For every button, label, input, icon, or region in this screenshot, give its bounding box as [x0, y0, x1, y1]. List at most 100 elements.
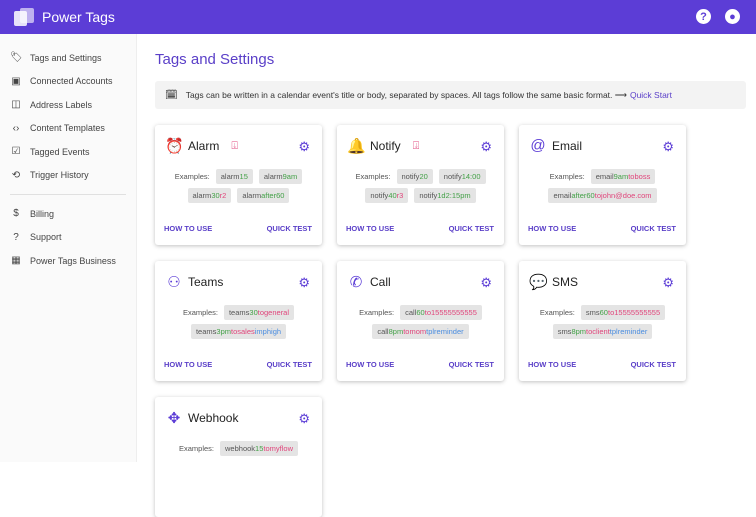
tag-segment: to15555555555 [424, 308, 477, 317]
how-to-use-button[interactable]: HOW TO USE [528, 360, 577, 369]
example-tag[interactable]: alarmafter60 [237, 188, 290, 203]
sidebar-item-label: Tags and Settings [30, 52, 102, 63]
sidebar-item-address-labels[interactable]: ◫ Address Labels [0, 93, 136, 117]
card-name: Notify [370, 139, 401, 153]
tag-segment: tomyflow [263, 444, 293, 453]
sidebar-item-content-templates[interactable]: ‹› Content Templates [0, 117, 136, 141]
how-to-use-button[interactable]: HOW TO USE [164, 224, 213, 233]
example-tag[interactable]: emailafter60tojohn@doe.com [548, 188, 657, 203]
card-title: ⚇ Teams [165, 273, 223, 291]
tag-segment: 1d2:15pm [437, 191, 471, 200]
gear-icon[interactable]: ⚙ [298, 275, 310, 290]
tag-segment: notify [401, 172, 420, 181]
card-name: Teams [188, 275, 224, 289]
how-to-use-button[interactable]: HOW TO USE [346, 224, 395, 233]
example-tag[interactable]: sms60to15555555555 [580, 305, 666, 320]
gear-icon[interactable]: ⚙ [480, 275, 492, 290]
quick-test-button[interactable]: QUICK TEST [266, 360, 312, 369]
tag-segment: imphigh [254, 327, 282, 336]
help-circle-icon[interactable]: ? [696, 9, 711, 24]
tag-segment: 30 [249, 308, 258, 317]
gear-icon[interactable]: ⚙ [662, 139, 674, 154]
example-tag[interactable]: alarm9am [258, 169, 303, 184]
device-download-icon[interactable]: ⍗ [231, 139, 238, 152]
tag-segment: togeneral [257, 308, 290, 317]
sidebar-item-connected-accounts[interactable]: ▣ Connected Accounts [0, 70, 136, 94]
sidebar-item-support[interactable]: ? Support [0, 226, 136, 250]
example-tag[interactable]: teams3pmtosalesimphigh [190, 324, 287, 339]
quick-test-button[interactable]: QUICK TEST [448, 360, 494, 369]
tag-segment: 40 [388, 191, 397, 200]
device-download-icon[interactable]: ⍗ [412, 139, 420, 152]
tag-segment: notify [370, 191, 389, 200]
gear-icon[interactable]: ⚙ [298, 411, 310, 426]
card-title: ✆ Call [347, 273, 391, 291]
account-circle-icon[interactable]: ● [725, 9, 740, 24]
example-tag[interactable]: notify1d2:15pm [414, 188, 476, 203]
tag-segment: 3pm [216, 327, 231, 336]
example-tag[interactable]: notify40r3 [365, 188, 409, 203]
sidebar-item-power-tags-business[interactable]: ▦ Power Tags Business [0, 249, 136, 273]
gear-icon[interactable]: ⚙ [298, 139, 310, 154]
example-tag[interactable]: notify20 [396, 169, 433, 184]
tag-segment: alarm [220, 172, 240, 181]
tag-segment: 8pm [571, 327, 587, 336]
quick-test-button[interactable]: QUICK TEST [630, 224, 676, 233]
quick-test-button[interactable]: QUICK TEST [266, 224, 312, 233]
tag-segment: 9am [613, 172, 629, 181]
card-title: 💬 SMS [529, 273, 578, 291]
webhook-icon: ✥ [167, 410, 181, 427]
how-to-use-button[interactable]: HOW TO USE [528, 224, 577, 233]
sidebar-item-trigger-history[interactable]: ⟲ Trigger History [0, 164, 136, 188]
quick-test-button[interactable]: QUICK TEST [630, 360, 676, 369]
dollar-icon: $ [13, 208, 19, 220]
main-content: Tags and Settings 🗓 Tags can be written … [155, 34, 756, 517]
label-icon: 🏷 [10, 52, 23, 64]
how-to-use-button[interactable]: HOW TO USE [164, 360, 213, 369]
sidebar-item-tags-and-settings[interactable]: 🏷 Tags and Settings [0, 46, 136, 70]
how-to-use-button[interactable]: HOW TO USE [346, 360, 395, 369]
sidebar-item-tagged-events[interactable]: ☑ Tagged Events [0, 140, 136, 164]
sidebar-item-billing[interactable]: $ Billing [0, 202, 136, 226]
quick-test-button[interactable]: QUICK TEST [448, 224, 494, 233]
example-tag[interactable]: alarm15 [215, 169, 253, 184]
card-teams: ⚇ Teams ⚙ Examples: teams30togeneral teams3pm… [155, 261, 322, 381]
phone-call-icon: ✆ [349, 274, 363, 291]
gear-icon[interactable]: ⚙ [480, 139, 492, 154]
sidebar-item-label: Support [30, 232, 62, 243]
example-tag[interactable]: call8pmtomomtplreminder [372, 324, 469, 339]
tag-segment: 20 [419, 172, 428, 181]
example-tag[interactable]: email9amtoboss [590, 169, 656, 184]
example-tag[interactable]: webhook15tomyflow [220, 441, 298, 456]
teams-icon: ⚇ [167, 274, 181, 291]
examples: Examples: call60to15555555555 call8pmtomom… [343, 305, 498, 339]
card-name: Email [552, 138, 583, 153]
example-tag[interactable]: alarm30r2 [187, 188, 232, 203]
tag-segment: tomom [403, 327, 427, 336]
info-banner: 🗓 Tags can be written in a calendar even… [155, 81, 746, 109]
card-email: @ Email ⚙ Examples: email9amtoboss emailafter… [519, 125, 686, 245]
sidebar-item-label: Tagged Events [30, 146, 90, 157]
tag-segment: after60 [261, 191, 285, 200]
examples-label: Examples: [549, 172, 585, 181]
tag-segment: 8pm [388, 327, 404, 336]
app-title: Power Tags [42, 9, 115, 25]
sidebar-divider [10, 194, 126, 195]
card-title: @ Email [529, 137, 582, 154]
card-name: Webhook [188, 411, 239, 425]
tag-segment: tplreminder [426, 327, 464, 336]
tag-segment: 60 [599, 308, 608, 317]
tag-segment: r2 [219, 191, 227, 200]
quick-start-link[interactable]: Quick Start [629, 90, 672, 100]
tag-segment: toclient [586, 327, 610, 336]
message-icon: 💬 [529, 274, 548, 291]
card-name: SMS [552, 275, 579, 289]
gear-icon[interactable]: ⚙ [662, 275, 674, 290]
example-tag[interactable]: teams30togeneral [223, 305, 295, 320]
example-tag[interactable]: notify14:00 [438, 169, 486, 184]
example-tag[interactable]: call60to15555555555 [400, 305, 482, 320]
tag-segment: 9am [282, 172, 298, 181]
example-tag[interactable]: sms8pmtoclienttplreminder [552, 324, 653, 339]
info-text: Tags can be written in a calendar event'… [185, 89, 627, 100]
history-icon: ⟲ [11, 169, 21, 181]
